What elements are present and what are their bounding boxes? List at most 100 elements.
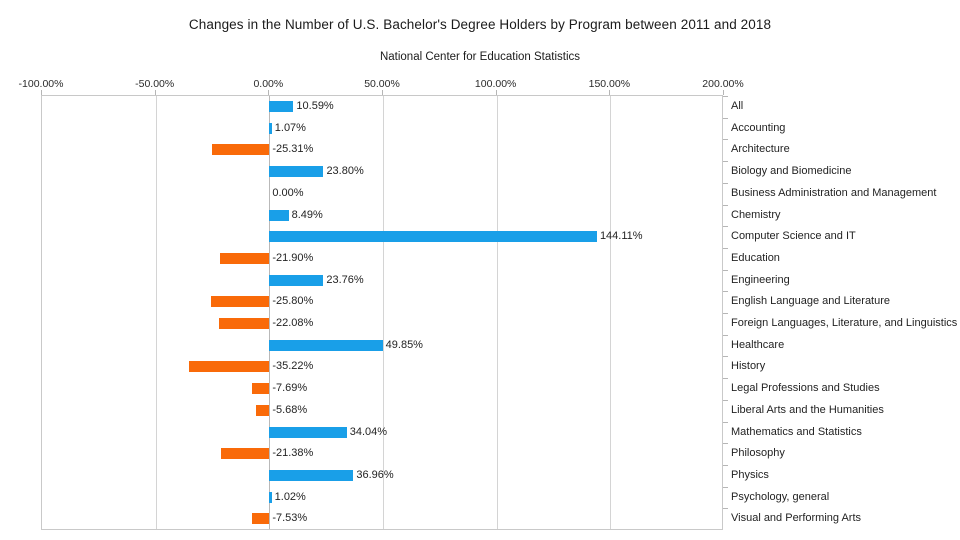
category-label: English Language and Literature: [731, 295, 891, 308]
x-axis-tick-labels: -100.00% -50.00% 0.00% 50.00% 100.00% 150.00%…: [0, 78, 960, 92]
bar-row[interactable]: 23.76%: [42, 270, 722, 292]
category-axis-labels: All Accounting Architecture Biology and Bio…: [723, 96, 960, 530]
category-label: Psychology, general: [731, 490, 830, 503]
vertical-gridline: [383, 96, 384, 529]
bar-row[interactable]: -7.69%: [42, 378, 722, 400]
bar-value-label: -25.80%: [272, 295, 314, 308]
category-tick-mark: [723, 421, 728, 423]
category-tick-mark: [723, 139, 728, 141]
plot-area: 10.59% 1.07% -25.31% 23.80% 0.00% 8.49% 144.11…: [41, 96, 728, 530]
bar-row[interactable]: 36.96%: [42, 465, 722, 487]
category-label: Healthcare: [731, 338, 785, 351]
bar[interactable]: [269, 274, 324, 286]
vertical-gridline: [496, 96, 498, 529]
bar-value-label: 23.76%: [326, 273, 364, 286]
bar-row[interactable]: 23.80%: [42, 161, 722, 183]
bar-row[interactable]: -21.38%: [42, 443, 722, 465]
bar[interactable]: [269, 101, 294, 112]
vertical-gridline: [610, 96, 612, 529]
bar[interactable]: [252, 513, 270, 525]
x-tick-label: 150.00%: [588, 78, 631, 90]
bar-row[interactable]: 1.07%: [42, 118, 722, 140]
bar-row[interactable]: -35.22%: [42, 356, 722, 378]
category-label: Architecture: [731, 143, 790, 156]
bar-value-label: 10.59%: [296, 100, 334, 112]
bar-row[interactable]: -5.68%: [42, 400, 722, 422]
bar[interactable]: [269, 166, 324, 178]
bar-row[interactable]: -25.80%: [42, 291, 722, 313]
bar[interactable]: [251, 383, 270, 395]
bar[interactable]: [220, 448, 270, 460]
bar-row[interactable]: -22.08%: [42, 313, 722, 335]
category-label: Visual and Performing Arts: [731, 512, 862, 525]
category-tick-mark: [723, 117, 728, 119]
bar-value-label: 34.04%: [349, 425, 388, 438]
bar-value-label: 49.85%: [385, 338, 423, 351]
bar-value-label: -22.08%: [272, 317, 314, 329]
bar[interactable]: [269, 231, 597, 243]
category-tick-mark: [723, 464, 728, 466]
bar-row[interactable]: 49.85%: [42, 335, 722, 357]
x-tick-label: 100.00%: [474, 78, 517, 90]
chart-title: Changes in the Number of U.S. Bachelor's…: [188, 17, 772, 32]
category-label: Accounting: [731, 121, 786, 134]
category-tick-mark: [723, 291, 728, 293]
bar[interactable]: [210, 296, 270, 308]
x-tick-label: -50.00%: [135, 78, 175, 90]
category-label: Foreign Languages, Literature, and Lingu…: [731, 317, 958, 329]
x-tick-mark: [154, 90, 156, 95]
category-label: Computer Science and IT: [731, 230, 856, 243]
category-label: Business Administration and Management: [731, 186, 937, 199]
category-tick-mark: [723, 96, 728, 97]
bar[interactable]: [189, 361, 270, 373]
x-tick-mark: [723, 90, 724, 95]
category-label: Mathematics and Statistics: [731, 425, 862, 438]
bar-row[interactable]: 8.49%: [42, 205, 722, 227]
bar[interactable]: [269, 122, 272, 134]
category-label: Engineering: [731, 273, 790, 286]
x-tick-mark: [41, 90, 42, 95]
category-tick-mark: [723, 443, 728, 445]
bar[interactable]: [269, 469, 354, 481]
category-tick-mark: [723, 313, 728, 314]
category-tick-mark: [723, 334, 728, 336]
bar[interactable]: [269, 426, 347, 438]
category-tick-mark: [723, 247, 728, 249]
bar-row[interactable]: 1.02%: [42, 487, 722, 509]
bar-row[interactable]: 0.00%: [42, 183, 722, 205]
category-label: History: [731, 360, 766, 373]
x-tick-label: 0.00%: [253, 78, 284, 90]
category-tick-mark: [723, 486, 728, 488]
bar-value-label: 36.96%: [356, 468, 394, 481]
category-label: Physics: [731, 468, 769, 481]
bar-row[interactable]: 144.11%: [42, 226, 722, 248]
bar-row[interactable]: 10.59%: [42, 96, 722, 118]
bar-value-label: 144.11%: [599, 230, 643, 243]
bar[interactable]: [269, 491, 272, 503]
bar-value-label: -21.90%: [272, 251, 314, 264]
bar-value-label: -25.31%: [272, 143, 314, 156]
x-tick-mark: [382, 90, 383, 95]
category-label: Chemistry: [731, 208, 781, 221]
bar[interactable]: [256, 404, 270, 416]
bar[interactable]: [219, 252, 270, 264]
bar[interactable]: [211, 144, 270, 156]
bar-value-label: 1.07%: [274, 121, 306, 134]
bar-row[interactable]: -21.90%: [42, 248, 722, 270]
x-tick-mark: [268, 90, 270, 95]
bar-row[interactable]: 34.04%: [42, 422, 722, 444]
bar-value-label: -7.53%: [272, 512, 308, 525]
bar-value-label: 8.49%: [291, 208, 323, 221]
bar[interactable]: [269, 339, 383, 351]
bar-row[interactable]: -7.53%: [42, 508, 722, 530]
bar-row[interactable]: -25.31%: [42, 139, 722, 161]
x-tick-label: 200.00%: [702, 78, 744, 90]
category-tick-mark: [723, 356, 728, 358]
bar[interactable]: [269, 209, 289, 221]
category-label: Education: [731, 251, 780, 264]
category-label: Legal Professions and Studies: [731, 382, 880, 395]
category-tick-mark: [723, 378, 728, 380]
bar-value-label: -35.22%: [272, 360, 314, 373]
bar[interactable]: [219, 318, 270, 329]
x-tick-mark: [609, 90, 611, 95]
